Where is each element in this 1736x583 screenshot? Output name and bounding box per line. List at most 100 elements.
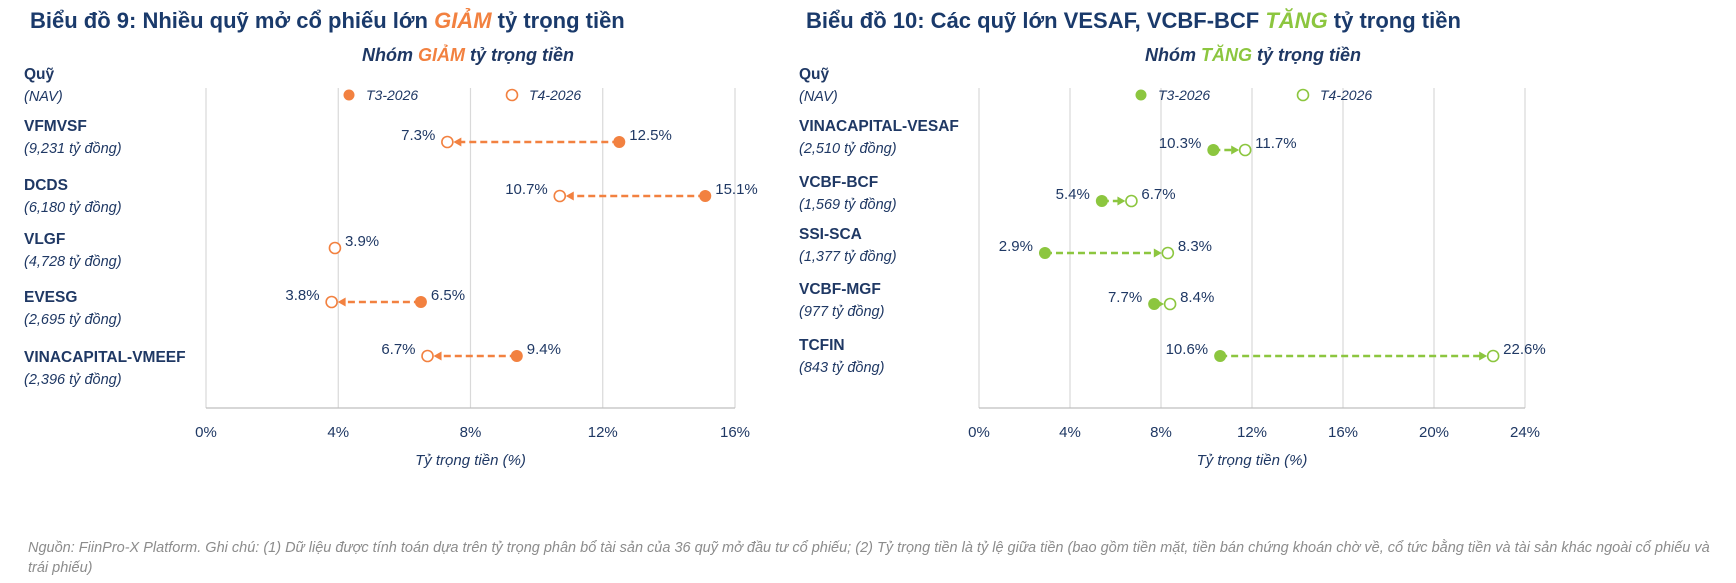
x-tick-label-0-3: 12% — [588, 424, 618, 441]
fund-nav-0-3: (2,695 tỷ đồng) — [24, 312, 122, 328]
marker-t3-0-0 — [613, 136, 626, 148]
fund-name-1-0: VINACAPITAL-VESAF — [799, 118, 959, 135]
x-tick-label-0-0: 0% — [195, 424, 217, 441]
change-arrow-1-0 — [1231, 145, 1240, 155]
data-label-right-0-4: 9.4% — [527, 341, 561, 358]
legend-marker-t3-0 — [343, 89, 355, 101]
fund-nav-1-2: (1,377 tỷ đồng) — [799, 249, 897, 265]
x-tick-label-1-5: 20% — [1419, 424, 1449, 441]
marker-t4-1-2 — [1161, 246, 1175, 260]
marker-t4-1-4 — [1486, 349, 1500, 363]
fund-nav-0-1: (6,180 tỷ đồng) — [24, 200, 122, 216]
fund-name-0-0: VFMVSF — [24, 118, 87, 135]
x-tick-label-0-1: 4% — [327, 424, 349, 441]
chart-subtitle-part-0-1: GIẢM — [418, 44, 466, 65]
x-axis-label-0: Tỷ trọng tiền (%) — [415, 452, 526, 469]
y-header-1: Quỹ — [799, 66, 830, 83]
chart-title-left-post: tỷ trọng tiền — [491, 8, 625, 33]
data-label-left-0-4: 6.7% — [381, 341, 415, 358]
legend-label-t4-1: T4-2026 — [1320, 87, 1372, 103]
y-header-sub-0: (NAV) — [24, 89, 63, 105]
legend-marker-t4-1 — [1296, 88, 1310, 102]
fund-nav-1-4: (843 tỷ đồng) — [799, 360, 884, 376]
change-arrow-0-1 — [565, 191, 574, 201]
data-label-right-1-4: 22.6% — [1503, 341, 1546, 358]
change-arrow-0-4 — [433, 351, 442, 361]
x-tick-label-1-1: 4% — [1059, 424, 1081, 441]
fund-nav-1-1: (1,569 tỷ đồng) — [799, 197, 897, 213]
marker-t4-1-0 — [1238, 143, 1252, 157]
fund-name-0-4: VINACAPITAL-VMEEF — [24, 349, 186, 366]
marker-t4-1-1 — [1125, 194, 1138, 208]
change-arrow-1-4 — [1479, 351, 1488, 361]
marker-t4-0-3 — [325, 295, 338, 309]
data-label-left-1-2: 2.9% — [999, 238, 1033, 255]
data-label-right-1-2: 8.3% — [1178, 238, 1212, 255]
x-tick-label-1-3: 12% — [1237, 424, 1267, 441]
marker-t3-0-4 — [510, 350, 523, 362]
chart-title-right-highlight: TĂNG — [1265, 8, 1328, 33]
fund-nav-0-2: (4,728 tỷ đồng) — [24, 254, 122, 270]
fund-nav-0-0: (9,231 tỷ đồng) — [24, 141, 122, 157]
legend-marker-t3-1 — [1135, 89, 1147, 101]
chart-subtitle-part-1-2: tỷ trọng tiền — [1252, 45, 1361, 65]
data-label-left-0-3: 3.8% — [285, 287, 319, 304]
chart-title-right-post: tỷ trọng tiền — [1327, 8, 1461, 33]
chart-subtitle-part-0-2: tỷ trọng tiền — [465, 45, 574, 65]
data-label-left-1-4: 10.6% — [1166, 341, 1209, 358]
marker-t3-0-3 — [414, 296, 427, 308]
legend-label-t4-0: T4-2026 — [529, 87, 581, 103]
fund-nav-1-0: (2,510 tỷ đồng) — [799, 141, 897, 157]
chart-title-right: Biểu đồ 10: Các quỹ lớn VESAF, VCBF-BCF … — [806, 8, 1461, 34]
chart-subtitle-0: Nhóm GIẢM tỷ trọng tiền — [362, 44, 574, 65]
marker-t4-0-0 — [441, 135, 454, 149]
fund-name-1-1: VCBF-BCF — [799, 174, 878, 191]
legend-label-t3-0: T3-2026 — [366, 87, 418, 103]
legend-marker-t4-0 — [505, 88, 519, 102]
y-header-0: Quỹ — [24, 66, 55, 83]
fund-name-0-2: VLGF — [24, 231, 65, 248]
change-arrow-1-1 — [1117, 196, 1126, 206]
marker-t3-1-2 — [1038, 247, 1051, 259]
chart-subtitle-1: Nhóm TĂNG tỷ trọng tiền — [1145, 44, 1361, 65]
x-tick-label-1-0: 0% — [968, 424, 990, 441]
marker-t4-0-1 — [553, 189, 567, 203]
chart-subtitle-part-0-0: Nhóm — [362, 45, 418, 65]
data-label-right-1-3: 8.4% — [1180, 289, 1214, 306]
legend-label-t3-1: T3-2026 — [1158, 87, 1210, 103]
data-label-right-1-1: 6.7% — [1141, 186, 1175, 203]
y-header-sub-1: (NAV) — [799, 89, 838, 105]
marker-t3-0-1 — [699, 190, 712, 202]
change-arrow-0-3 — [337, 297, 346, 307]
chart-title-right-pre: Biểu đồ 10: Các quỹ lớn VESAF, VCBF-BCF — [806, 8, 1266, 33]
fund-name-0-1: DCDS — [24, 177, 68, 194]
data-label-left-1-1: 5.4% — [1056, 186, 1090, 203]
x-tick-label-1-4: 16% — [1328, 424, 1358, 441]
chart-title-left: Biểu đồ 9: Nhiều quỹ mở cổ phiếu lớn GIẢ… — [30, 8, 625, 34]
marker-t3-1-4 — [1214, 350, 1227, 362]
fund-nav-0-4: (2,396 tỷ đồng) — [24, 372, 122, 388]
marker-t4-0-4 — [421, 349, 434, 363]
data-label-right-1-0: 11.7% — [1255, 135, 1296, 152]
data-label-left-1-0: 10.3% — [1159, 135, 1202, 152]
x-axis-label-1: Tỷ trọng tiền (%) — [1197, 452, 1308, 469]
marker-t3-1-0 — [1207, 144, 1220, 156]
fund-name-1-2: SSI-SCA — [799, 226, 862, 243]
fund-name-1-4: TCFIN — [799, 337, 845, 354]
data-label-left-0-1: 10.7% — [505, 181, 548, 198]
x-tick-label-0-2: 8% — [460, 424, 482, 441]
data-label-left-0-0: 7.3% — [401, 127, 435, 144]
chart-title-left-highlight: GIẢM — [434, 8, 492, 33]
change-arrow-1-2 — [1153, 248, 1162, 258]
data-label-right-0-3: 6.5% — [431, 287, 465, 304]
marker-t4-1-3 — [1163, 297, 1177, 311]
marker-t4-0-2 — [328, 241, 342, 255]
fund-name-1-3: VCBF-MGF — [799, 281, 881, 298]
marker-t3-1-3 — [1148, 298, 1161, 310]
x-tick-label-1-6: 24% — [1510, 424, 1540, 441]
data-label-right-0-1: 15.1% — [715, 181, 758, 198]
marker-t3-1-1 — [1095, 195, 1108, 207]
change-arrow-0-0 — [453, 137, 462, 147]
chart-title-left-pre: Biểu đồ 9: Nhiều quỹ mở cổ phiếu lớn — [30, 8, 435, 33]
